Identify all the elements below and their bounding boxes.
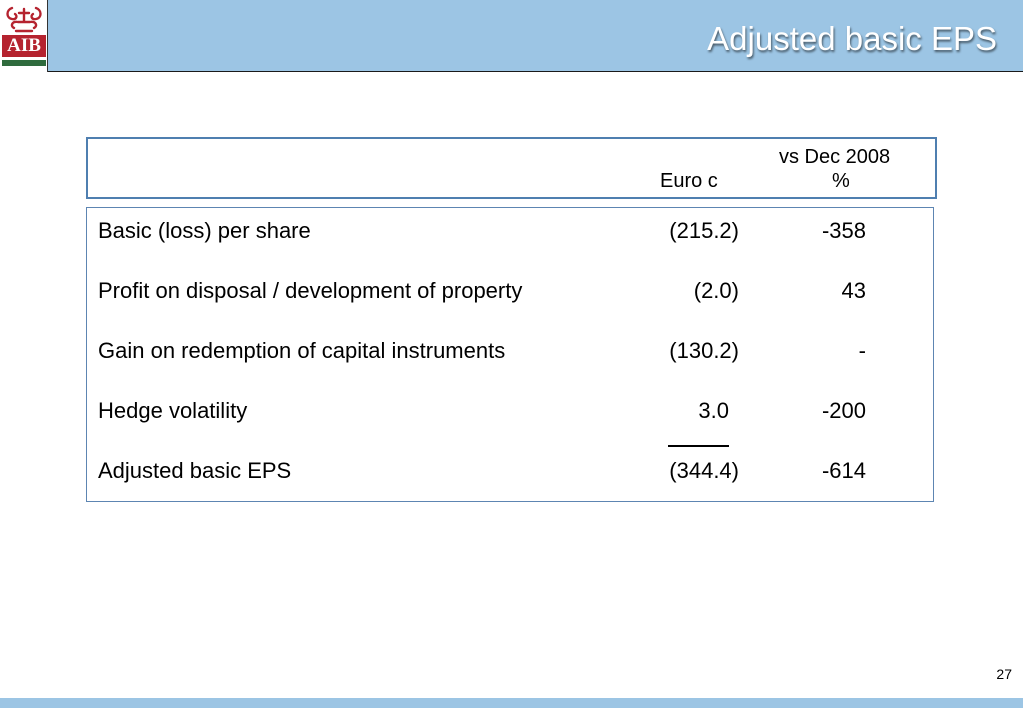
row-label: Profit on disposal / development of prop… bbox=[98, 278, 523, 303]
logo-emblem-icon bbox=[6, 6, 42, 33]
column-header-percent: % bbox=[832, 170, 850, 192]
table-row: Hedge volatility 3.0 -200 bbox=[87, 398, 933, 428]
column-header-compare: vs Dec 2008 bbox=[779, 146, 891, 168]
row-euro-value: (130.2) bbox=[669, 338, 739, 363]
row-percent-value: -200 bbox=[821, 398, 866, 423]
table-row: Basic (loss) per share (215.2) -358 bbox=[87, 218, 933, 248]
logo-text: AIB bbox=[2, 35, 46, 57]
page-number: 27 bbox=[996, 666, 1012, 682]
row-euro-value: 3.0 bbox=[698, 398, 729, 423]
logo-stripe bbox=[2, 60, 46, 66]
row-label: Gain on redemption of capital instrument… bbox=[98, 338, 506, 363]
row-label: Adjusted basic EPS bbox=[98, 458, 292, 483]
row-label: Basic (loss) per share bbox=[98, 218, 311, 243]
row-euro-value: (2.0) bbox=[693, 278, 739, 303]
header-band: AIB Adjusted basic EPS bbox=[0, 0, 1023, 72]
row-euro-value: (215.2) bbox=[669, 218, 739, 243]
row-percent-value: -614 bbox=[821, 458, 866, 483]
table-row: Gain on redemption of capital instrument… bbox=[87, 338, 933, 368]
row-percent-value: - bbox=[858, 338, 866, 363]
table-row-total: Adjusted basic EPS (344.4) -614 bbox=[87, 458, 933, 488]
row-label: Hedge volatility bbox=[98, 398, 248, 423]
slide-title: Adjusted basic EPS bbox=[707, 20, 997, 57]
column-header-box: vs Dec 2008 Euro c % bbox=[86, 137, 937, 199]
row-percent-value: 43 bbox=[841, 278, 866, 303]
table-row: Profit on disposal / development of prop… bbox=[87, 278, 933, 308]
row-euro-value: (344.4) bbox=[669, 458, 739, 483]
aib-logo: AIB bbox=[0, 0, 48, 72]
column-header-euro: Euro c bbox=[660, 170, 718, 192]
sum-underline-divider bbox=[668, 445, 729, 447]
row-percent-value: -358 bbox=[821, 218, 866, 243]
footer-band bbox=[0, 698, 1023, 708]
eps-table: Basic (loss) per share (215.2) -358 Prof… bbox=[86, 207, 934, 502]
